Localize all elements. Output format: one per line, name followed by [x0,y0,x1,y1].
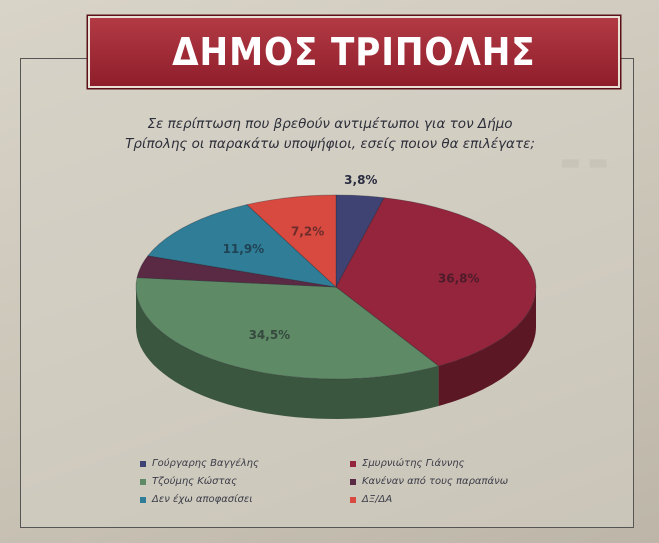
pie-slice-5 [246,194,337,288]
legend-swatch [350,478,356,485]
legend-swatch [140,496,146,503]
pie-slice-3 [136,255,337,288]
legend-swatch [140,478,146,485]
legend-item: ΔΞ/ΔΑ [350,494,560,505]
pie-label-4: 11,9% [223,242,265,256]
legend-swatch [140,460,146,467]
pie-label-0: 3,8% [344,173,377,187]
pie-side-1 [438,287,536,406]
legend-item: Κανέναν από τους παραπάνω [350,476,560,487]
chart-legend: Γούργαρης Βαγγέλης Σμυρνιώτης Γιάννης Τζού… [140,458,560,505]
pie-slice-0 [335,194,385,288]
pie-side-2 [136,287,439,419]
question-line-2: Τρίπολης οι παρακάτω υποψήφιοι, εσείς πο… [125,136,535,152]
pie-sides [136,287,536,419]
legend-item: Γούργαρης Βαγγέλης [140,458,340,469]
pie-label-5: 7,2% [291,225,324,239]
pie-slice-1 [335,197,537,367]
legend-item: Δεν έχω αποφασίσει [140,494,340,505]
question-line-1: Σε περίπτωση που βρεθούν αντιμέτωποι για… [147,116,513,132]
legend-label: Γούργαρης Βαγγέλης [152,458,259,469]
legend-item: Τζούμης Κώστας [140,476,340,487]
pie-label-1: 36,8% [438,272,480,286]
pie-slice-2 [135,277,440,380]
title-banner: ΔΗΜΟΣ ΤΡΙΠΟΛΗΣ [88,16,620,88]
legend-swatch [350,460,356,467]
page-title: ΔΗΜΟΣ ΤΡΙΠΟΛΗΣ [172,30,536,74]
legend-item: Σμυρνιώτης Γιάννης [350,458,560,469]
legend-label: ΔΞ/ΔΑ [362,494,393,505]
legend-label: Δεν έχω αποφασίσει [152,494,253,505]
pie-slice-4 [147,204,338,288]
pie-top [135,194,537,380]
legend-swatch [350,496,356,503]
pie-labels: 3,8% 36,8% 34,5% 11,9% 7,2% [223,173,480,342]
survey-question: Σε περίπτωση που βρεθούν αντιμέτωποι για… [70,114,590,154]
legend-label: Κανέναν από τους παραπάνω [362,476,509,487]
legend-label: Τζούμης Κώστας [152,476,237,487]
legend-label: Σμυρνιώτης Γιάννης [362,458,465,469]
pie-label-2: 34,5% [249,328,291,342]
